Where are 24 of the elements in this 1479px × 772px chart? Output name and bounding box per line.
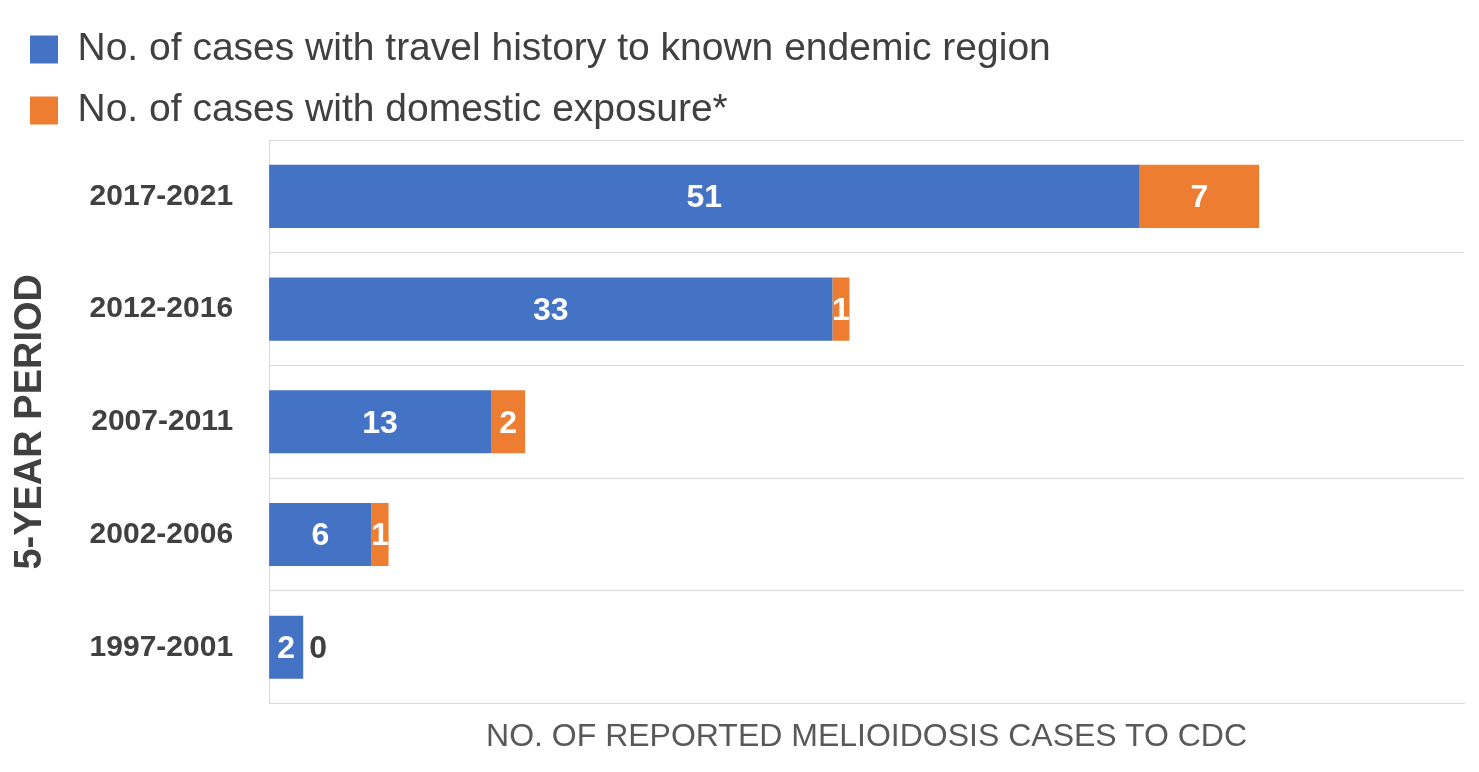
data-label: 2 bbox=[499, 403, 517, 440]
bar bbox=[269, 390, 491, 454]
data-label: 1 bbox=[832, 290, 850, 327]
legend-label: No. of cases with travel history to known endemic region bbox=[77, 25, 1051, 69]
data-label: 7 bbox=[1190, 178, 1209, 215]
data-label: 51 bbox=[686, 178, 723, 215]
data-label: 1 bbox=[371, 516, 389, 553]
y-tick-label: 1997-2001 bbox=[89, 628, 234, 662]
data-label: 2 bbox=[277, 629, 296, 666]
data-label: 0 bbox=[309, 629, 327, 666]
bar bbox=[269, 164, 1140, 228]
y-tick-label: 2007-2011 bbox=[91, 403, 234, 437]
y-tick-label: 2017-2021 bbox=[89, 177, 234, 211]
bar bbox=[269, 277, 833, 341]
y-axis-title: 5-YEAR PERIOD bbox=[7, 273, 50, 570]
data-label: 6 bbox=[311, 516, 330, 553]
x-axis-title: NO. OF REPORTED MELIOIDOSIS CASES TO CDC bbox=[486, 716, 1248, 753]
y-tick-label: 2012-2016 bbox=[89, 290, 234, 324]
data-label: 13 bbox=[362, 403, 398, 440]
bar bbox=[269, 502, 372, 567]
legend-label: No. of cases with domestic exposure* bbox=[77, 86, 728, 130]
data-label: 33 bbox=[532, 290, 569, 327]
y-tick-label: 2002-2006 bbox=[89, 515, 234, 549]
bar bbox=[1139, 164, 1260, 228]
